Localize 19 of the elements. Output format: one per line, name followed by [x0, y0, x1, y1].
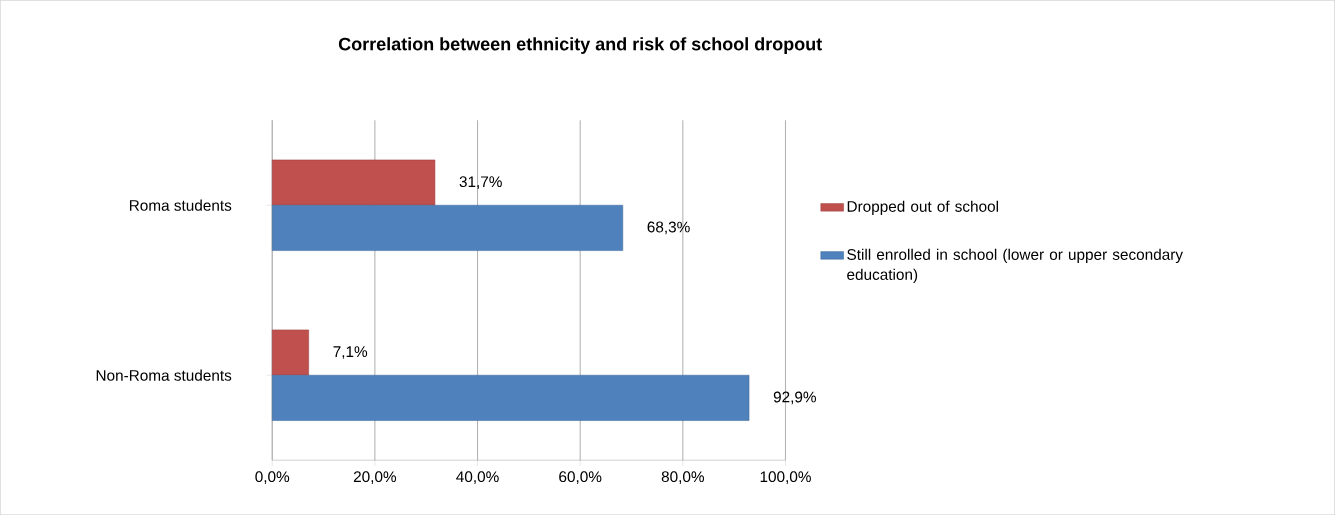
legend-label: Dropped out of school — [847, 200, 998, 215]
x-tick-label: 0,0% — [255, 471, 290, 484]
data-label: 31,7% — [459, 176, 502, 189]
chart-title: Correlation between ethnicity and risk of school dropout — [338, 37, 822, 54]
data-label: 92,9% — [773, 391, 817, 405]
data-label: 7,1% — [333, 346, 368, 359]
x-tick-label: 40,0% — [456, 471, 499, 484]
bar — [271, 159, 436, 206]
y-tick-label: Roma students — [129, 199, 232, 211]
data-label: 68,3% — [647, 221, 690, 235]
bar — [271, 374, 750, 421]
legend-label: Still enrolled in school (lower or upper secondary education) — [847, 248, 1183, 283]
bar — [271, 329, 309, 376]
x-tick-label: 100,0% — [760, 471, 811, 484]
x-tick-label: 60,0% — [559, 471, 602, 484]
x-tick-label: 80,0% — [661, 471, 705, 484]
y-tick-label: Non-Roma students — [96, 369, 232, 381]
x-tick-label: 20,0% — [353, 471, 397, 484]
bar — [271, 204, 624, 251]
